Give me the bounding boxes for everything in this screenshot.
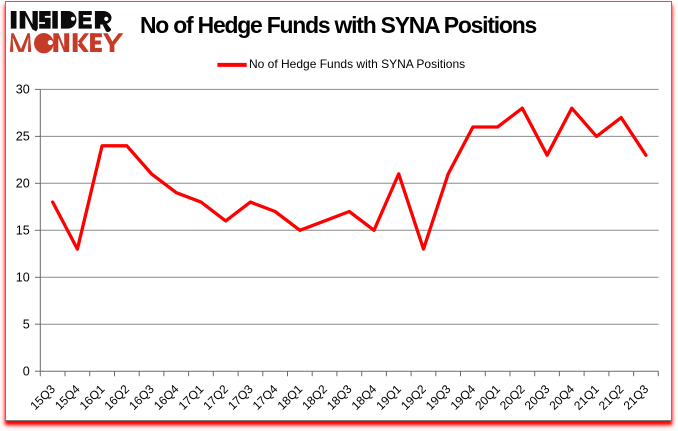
svg-text:20Q2: 20Q2 [497,382,528,413]
svg-text:15: 15 [16,224,30,238]
svg-text:17Q2: 17Q2 [200,382,231,413]
svg-text:19Q3: 19Q3 [423,382,454,413]
svg-text:16Q3: 16Q3 [126,382,157,413]
svg-text:15Q4: 15Q4 [52,382,83,413]
svg-text:20: 20 [16,177,30,191]
svg-text:15Q3: 15Q3 [27,382,58,413]
svg-text:18Q3: 18Q3 [324,382,355,413]
svg-text:17Q1: 17Q1 [176,382,207,413]
svg-text:25: 25 [16,130,30,144]
svg-text:10: 10 [16,271,30,285]
svg-text:16Q2: 16Q2 [101,382,132,413]
svg-text:16Q4: 16Q4 [151,382,182,413]
svg-text:20Q4: 20Q4 [546,382,577,413]
svg-text:19Q4: 19Q4 [448,382,479,413]
svg-text:21Q3: 21Q3 [621,382,652,413]
svg-text:5: 5 [23,318,30,332]
svg-text:18Q1: 18Q1 [275,382,306,413]
svg-text:No of Hedge Funds with SYNA Po: No of Hedge Funds with SYNA Positions [249,57,465,71]
svg-text:18Q2: 18Q2 [299,382,330,413]
svg-text:17Q4: 17Q4 [250,382,281,413]
svg-text:21Q2: 21Q2 [596,382,627,413]
svg-text:20Q3: 20Q3 [522,382,553,413]
svg-text:16Q1: 16Q1 [77,382,108,413]
svg-text:19Q2: 19Q2 [398,382,429,413]
svg-text:18Q4: 18Q4 [349,382,380,413]
svg-text:19Q1: 19Q1 [373,382,404,413]
svg-text:17Q3: 17Q3 [225,382,256,413]
svg-text:0: 0 [23,365,30,379]
svg-text:No of Hedge Funds with SYNA Po: No of Hedge Funds with SYNA Positions [140,12,537,38]
svg-text:20Q1: 20Q1 [472,382,503,413]
svg-text:21Q1: 21Q1 [571,382,602,413]
svg-text:30: 30 [16,83,30,97]
